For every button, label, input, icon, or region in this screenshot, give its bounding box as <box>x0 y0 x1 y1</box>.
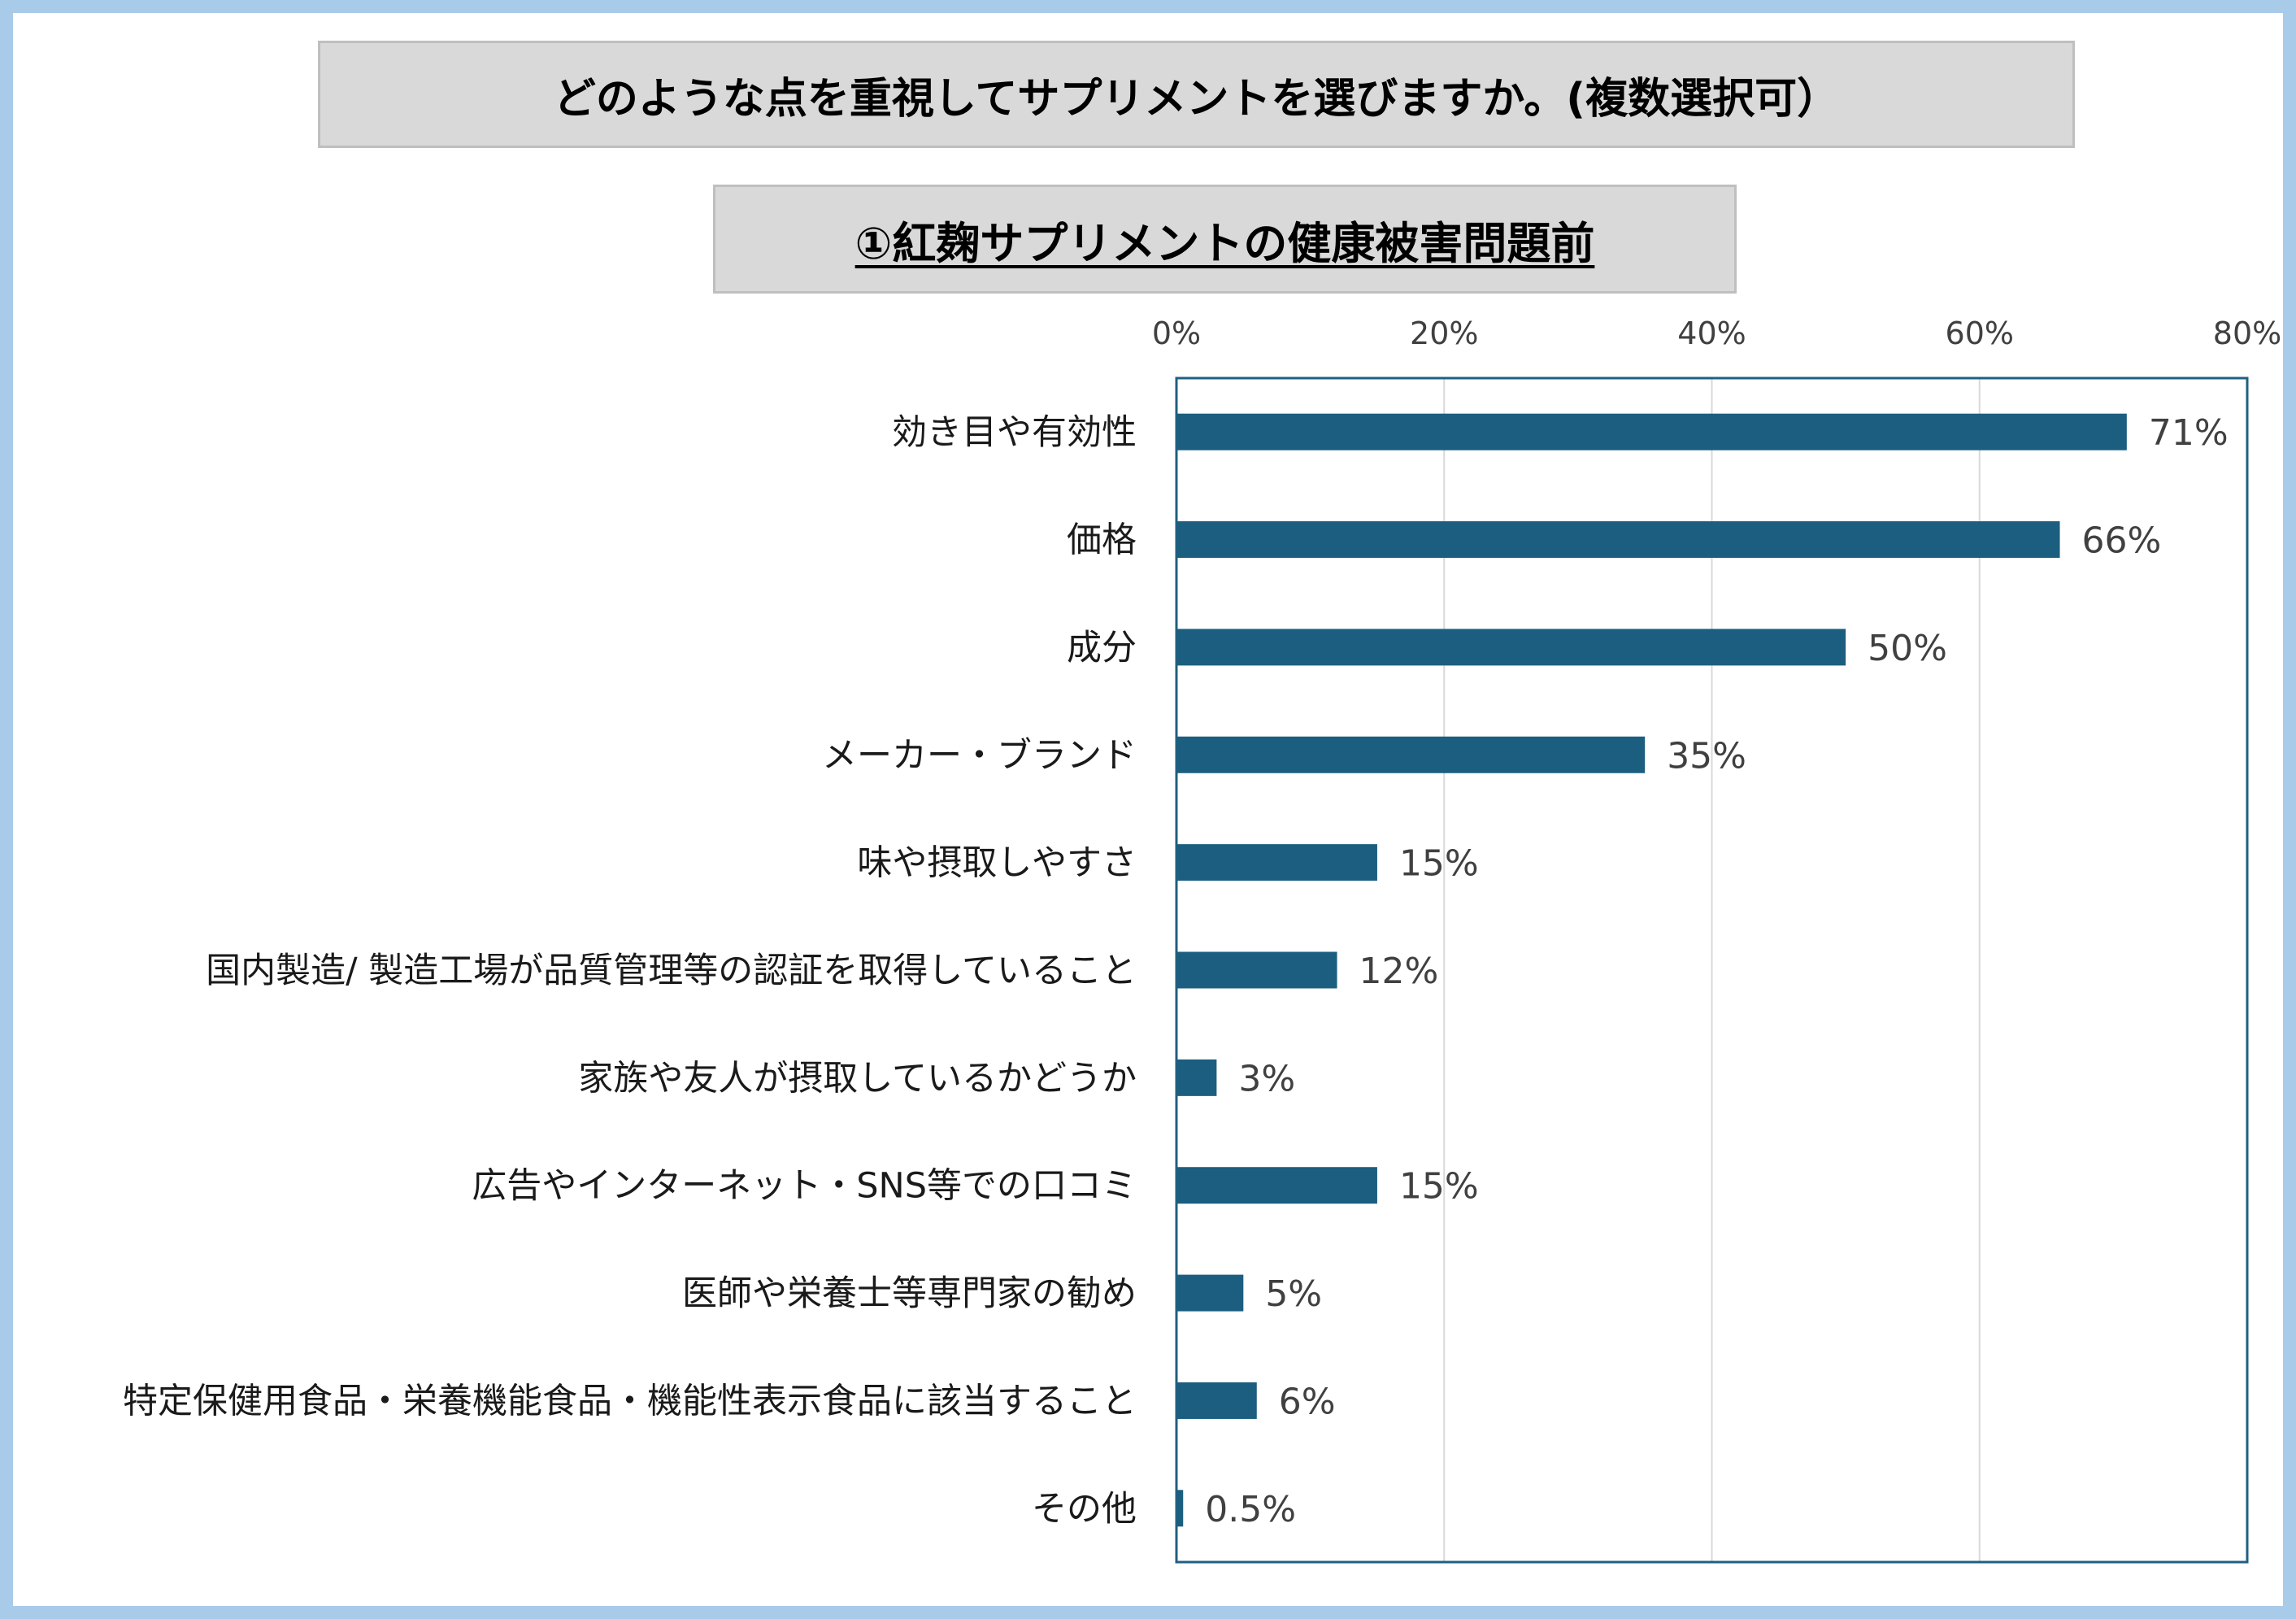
x-tick-label: 80% <box>2213 316 2281 351</box>
category-label: 成分 <box>1067 628 1137 668</box>
bar-9 <box>1176 1274 1244 1312</box>
chart-subtitle-box: ①紅麹サプリメントの健康被害問題前 <box>713 185 1737 294</box>
value-label: 35% <box>1667 735 1746 777</box>
value-label: 71% <box>2149 412 2229 454</box>
category-label: 特定保健用食品・栄養機能食品・機能性表示食品に該当すること <box>123 1381 1137 1421</box>
bar-10 <box>1176 1382 1257 1419</box>
category-label: 味や摂取しやすさ <box>857 843 1137 884</box>
plot-area-border <box>1175 376 2249 1564</box>
category-label: 医師や栄養士等専門家の勧め <box>682 1273 1137 1314</box>
bar-2 <box>1176 521 2060 559</box>
value-label: 15% <box>1399 843 1479 885</box>
bar-6 <box>1176 951 1337 989</box>
x-tick-label: 0% <box>1152 316 1201 351</box>
bars <box>1176 413 2127 1527</box>
category-label: 効き目や有効性 <box>892 412 1137 453</box>
value-label: 12% <box>1359 951 1439 992</box>
value-label: 15% <box>1399 1166 1479 1208</box>
x-tick-label: 20% <box>1410 316 1478 351</box>
category-label: 家族や友人が摂取しているかどうか <box>578 1058 1137 1099</box>
bar-5 <box>1176 844 1377 881</box>
value-labels: 71% 66% 50% 35% 15% 12% 3% 15% 5% 6% 0.5% <box>1205 412 2228 1530</box>
bar-8 <box>1176 1167 1377 1204</box>
x-tick-label: 40% <box>1677 316 1746 351</box>
bar-4 <box>1176 736 1646 773</box>
value-label: 3% <box>1238 1058 1295 1099</box>
category-label: メーカー・ブランド <box>822 735 1137 776</box>
x-tick-label: 60% <box>1946 316 2014 351</box>
chart-title: どのような点を重視してサプリメントを選びますか。(複数選択可） <box>553 74 1840 124</box>
bar-7 <box>1176 1059 1217 1096</box>
category-label: 国内製造/ 製造工場が品質管理等の認証を取得していること <box>206 951 1137 991</box>
category-label: その他 <box>1032 1489 1137 1530</box>
value-label: 6% <box>1279 1381 1336 1422</box>
x-axis-ticks: 0% 20% 40% 60% 80% <box>1152 316 2281 351</box>
value-label: 0.5% <box>1205 1489 1296 1530</box>
value-label: 66% <box>2082 520 2162 562</box>
chart-title-box: どのような点を重視してサプリメントを選びますか。(複数選択可） <box>318 41 2075 148</box>
bar-11 <box>1176 1490 1184 1527</box>
plot-border <box>1175 376 2249 1564</box>
chart-subtitle: ①紅麹サプリメントの健康被害問題前 <box>854 217 1595 269</box>
category-label: 価格 <box>1067 520 1137 561</box>
bar-1 <box>1176 413 2127 450</box>
gridlines <box>1443 378 1981 1562</box>
bar-3 <box>1176 629 1846 666</box>
value-label: 5% <box>1265 1273 1322 1315</box>
category-label: 広告やインターネット・SNS等での口コミ <box>472 1166 1137 1207</box>
value-label: 50% <box>1868 628 1947 669</box>
